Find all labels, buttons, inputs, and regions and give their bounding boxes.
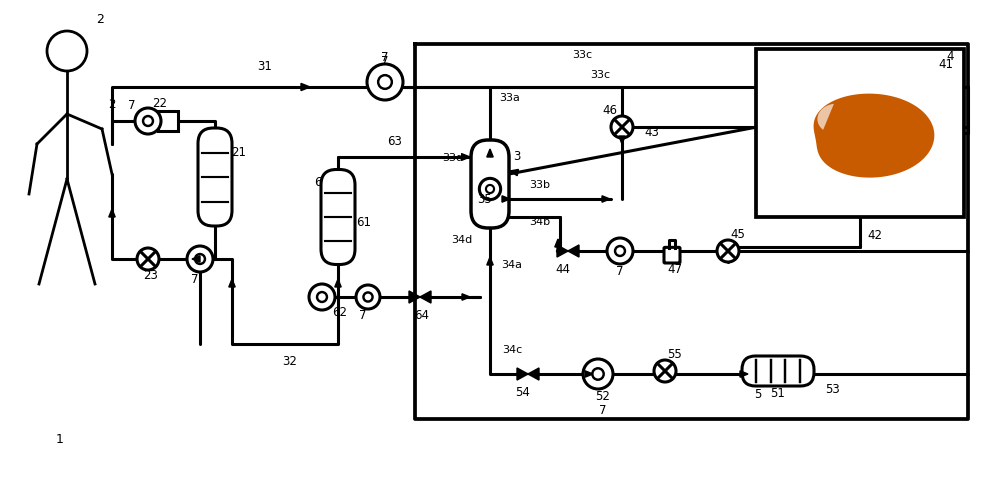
Circle shape	[135, 109, 161, 135]
Polygon shape	[462, 155, 470, 161]
Text: 47: 47	[668, 263, 682, 276]
Text: 7: 7	[616, 265, 624, 278]
FancyBboxPatch shape	[198, 129, 232, 226]
Polygon shape	[568, 245, 579, 258]
Polygon shape	[229, 280, 235, 287]
Text: 43: 43	[645, 126, 659, 139]
Text: 42: 42	[868, 229, 883, 242]
Text: 33d: 33d	[442, 153, 464, 163]
Text: 53: 53	[826, 383, 840, 396]
Text: 54: 54	[516, 386, 530, 399]
Text: 7: 7	[128, 99, 136, 112]
Polygon shape	[335, 280, 341, 287]
Polygon shape	[817, 104, 834, 131]
Polygon shape	[510, 170, 518, 176]
FancyBboxPatch shape	[321, 170, 355, 265]
Text: 21: 21	[232, 146, 247, 159]
Text: 22: 22	[153, 97, 168, 110]
Circle shape	[187, 246, 213, 272]
Text: 6: 6	[314, 176, 322, 189]
Text: 2: 2	[108, 98, 116, 111]
Text: 34b: 34b	[529, 217, 551, 226]
Polygon shape	[619, 137, 625, 145]
FancyBboxPatch shape	[471, 141, 509, 228]
Polygon shape	[740, 371, 748, 377]
Text: 7: 7	[381, 51, 389, 64]
Polygon shape	[109, 209, 115, 218]
Text: 33b: 33b	[530, 180, 550, 190]
Text: 7: 7	[381, 55, 389, 68]
Circle shape	[317, 292, 327, 303]
Circle shape	[717, 241, 739, 263]
Text: 51: 51	[771, 386, 785, 400]
Text: 55: 55	[668, 348, 682, 361]
Text: 64: 64	[415, 309, 430, 322]
Text: 31: 31	[258, 61, 272, 73]
Polygon shape	[409, 291, 420, 304]
Text: 1: 1	[56, 433, 64, 446]
Text: 35: 35	[478, 193, 492, 206]
Polygon shape	[502, 196, 510, 203]
Polygon shape	[555, 240, 561, 247]
Text: 33c: 33c	[572, 50, 592, 60]
Text: 52: 52	[596, 390, 610, 403]
Text: 7: 7	[191, 273, 199, 286]
Circle shape	[378, 76, 392, 90]
Text: 7: 7	[359, 309, 367, 322]
Polygon shape	[814, 94, 934, 178]
Circle shape	[611, 117, 633, 139]
Circle shape	[356, 285, 380, 309]
Circle shape	[615, 246, 625, 256]
FancyBboxPatch shape	[664, 248, 680, 264]
Circle shape	[309, 285, 335, 310]
Bar	[756, 50, 964, 218]
Polygon shape	[462, 294, 470, 301]
Polygon shape	[585, 371, 593, 377]
Polygon shape	[517, 368, 528, 380]
Circle shape	[486, 185, 494, 194]
Circle shape	[367, 65, 403, 101]
Polygon shape	[557, 245, 568, 258]
Text: 23: 23	[144, 269, 158, 282]
Polygon shape	[192, 256, 200, 263]
Circle shape	[195, 255, 205, 264]
Text: 61: 61	[357, 216, 372, 229]
Circle shape	[583, 359, 613, 389]
Text: 34a: 34a	[502, 260, 522, 269]
Text: 33c: 33c	[590, 70, 610, 80]
Bar	[158, 112, 178, 132]
Text: 46: 46	[602, 104, 618, 117]
Circle shape	[592, 368, 604, 380]
Text: 33a: 33a	[500, 93, 520, 103]
Text: 34c: 34c	[502, 345, 522, 354]
Text: 44: 44	[556, 263, 570, 276]
Circle shape	[137, 248, 159, 270]
FancyBboxPatch shape	[742, 356, 814, 386]
Text: 63: 63	[388, 135, 402, 148]
Text: 4: 4	[946, 50, 954, 63]
Circle shape	[607, 239, 633, 264]
Text: 45: 45	[731, 228, 745, 241]
Circle shape	[479, 179, 501, 200]
Text: 32: 32	[283, 355, 297, 368]
Polygon shape	[602, 196, 610, 203]
Text: 62: 62	[333, 306, 348, 319]
Circle shape	[143, 117, 153, 127]
Text: 5: 5	[754, 387, 762, 401]
Text: 2: 2	[96, 14, 104, 26]
Text: 7: 7	[599, 404, 607, 417]
Polygon shape	[301, 84, 310, 91]
Text: 3: 3	[513, 150, 521, 163]
Circle shape	[47, 32, 87, 72]
Text: 41: 41	[938, 59, 954, 71]
Polygon shape	[487, 258, 493, 265]
Circle shape	[654, 360, 676, 382]
Polygon shape	[528, 368, 539, 380]
Circle shape	[363, 293, 373, 302]
Polygon shape	[420, 291, 431, 304]
Polygon shape	[487, 150, 493, 158]
Text: 34d: 34d	[451, 235, 473, 244]
